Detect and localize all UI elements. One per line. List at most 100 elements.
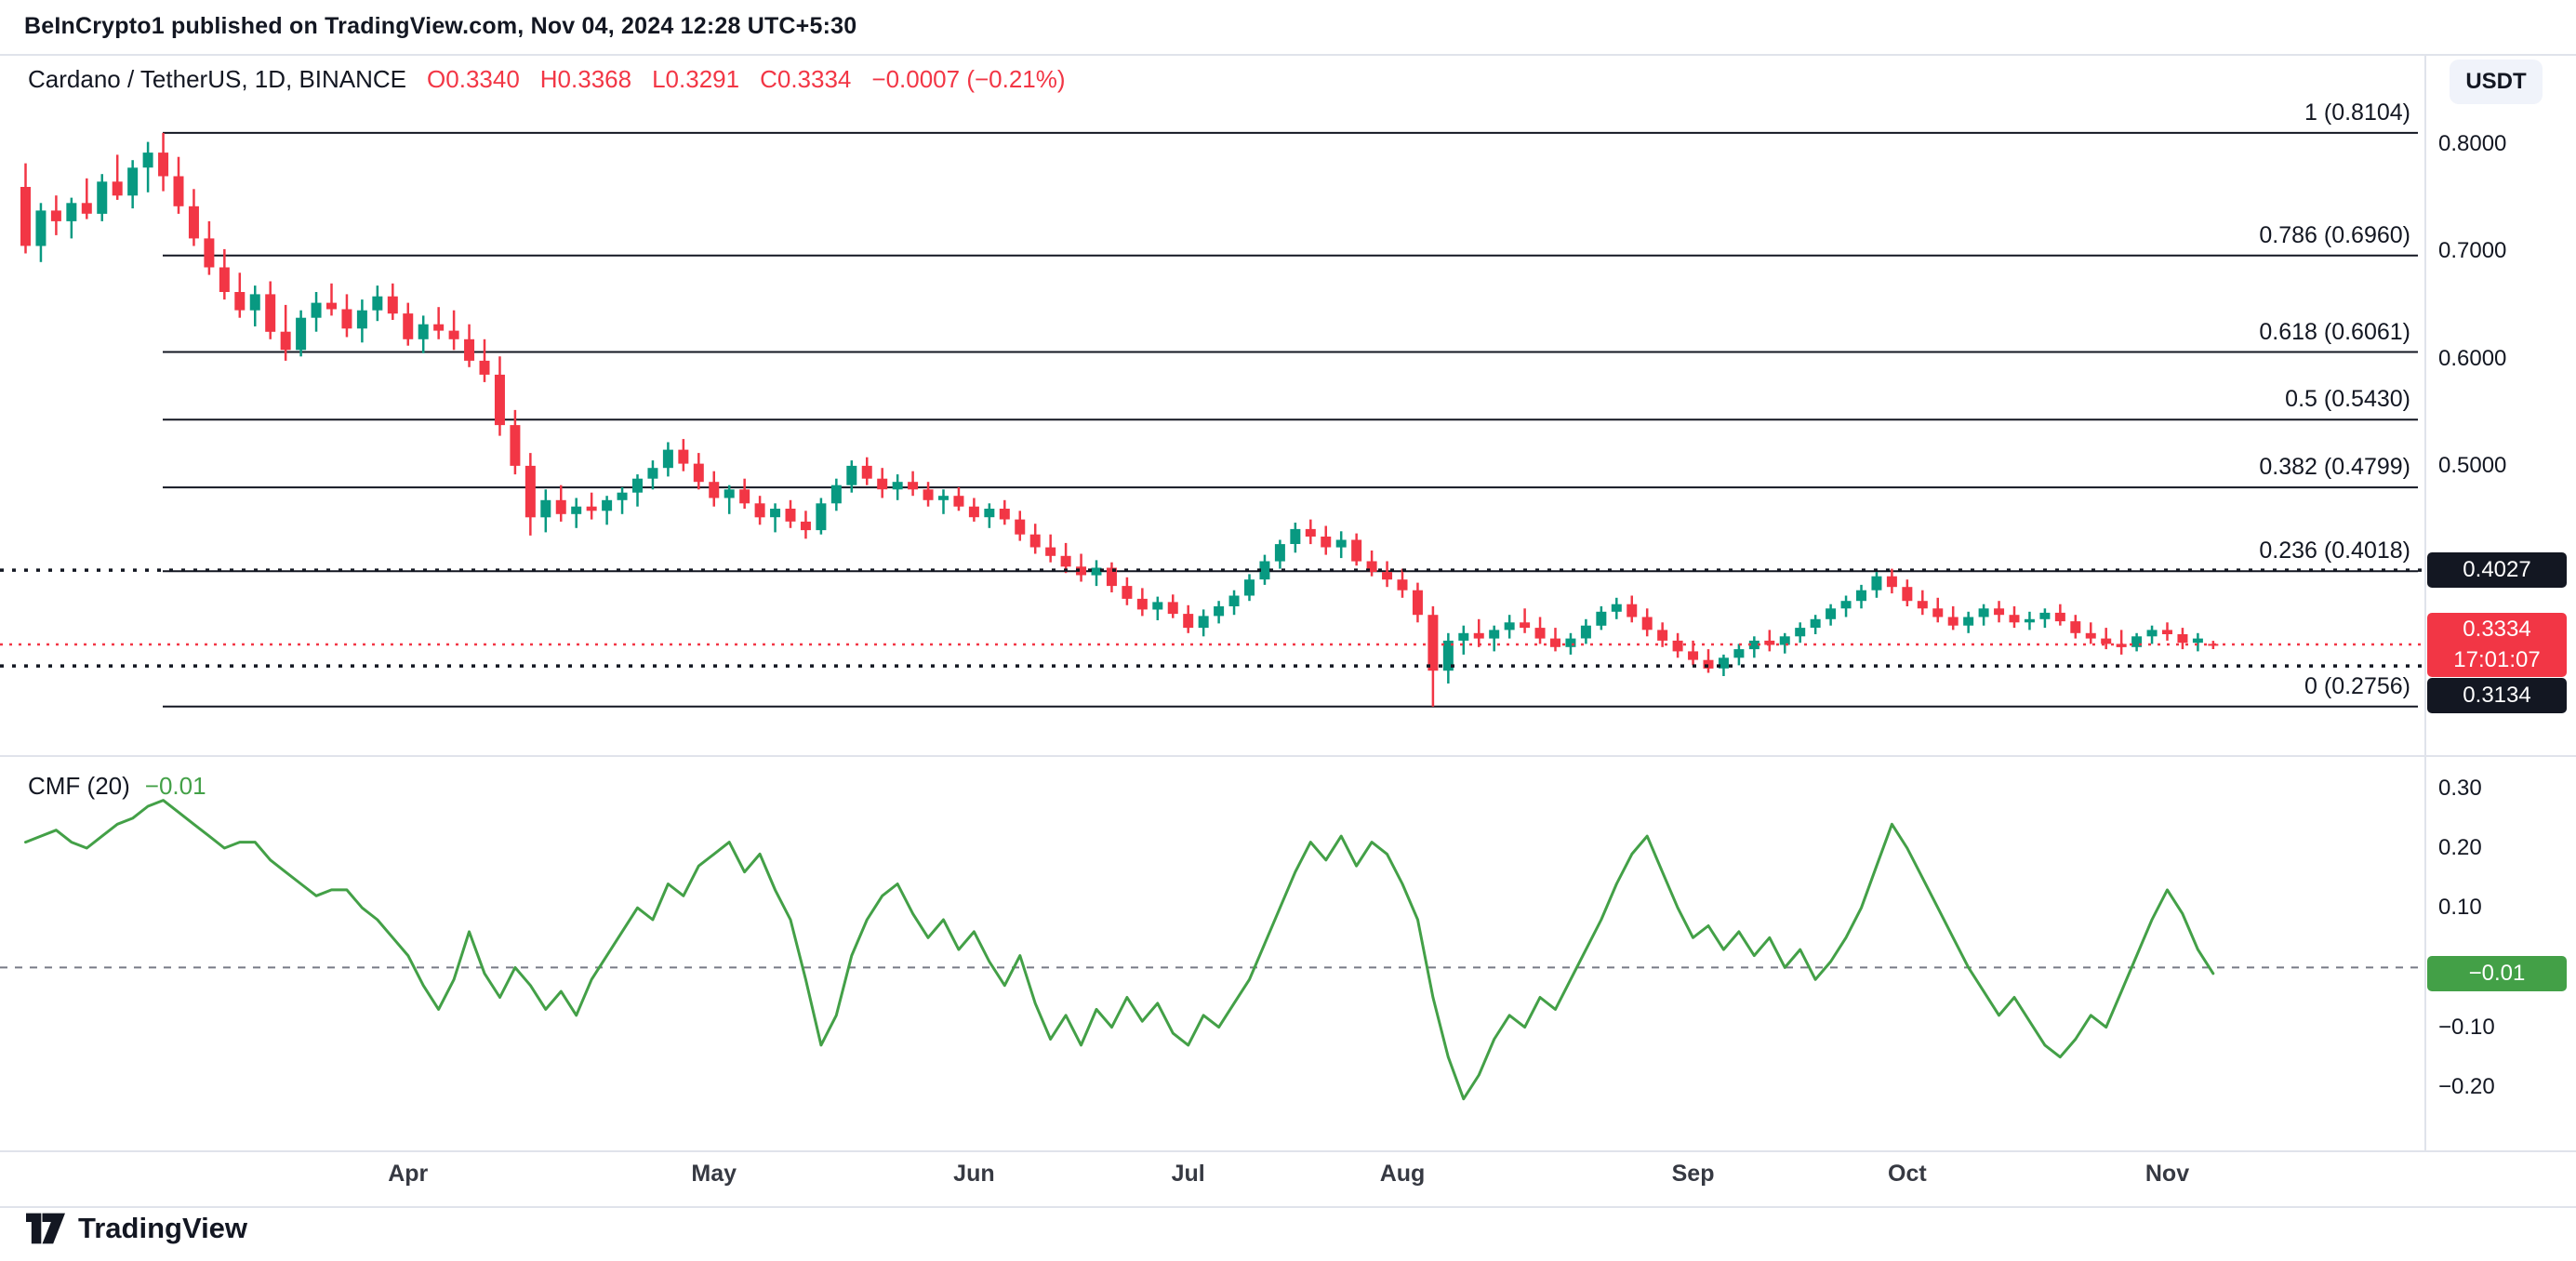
candle	[35, 203, 46, 262]
candle	[1412, 582, 1423, 623]
candle	[2208, 641, 2219, 649]
candle	[785, 499, 796, 528]
time-axis-label-nov: Nov	[2144, 1161, 2190, 1187]
candle	[112, 154, 123, 200]
candle	[1015, 511, 1026, 541]
candle	[1627, 595, 1638, 623]
time-axis-label-oct: Oct	[1888, 1161, 1927, 1187]
candle	[1029, 524, 1041, 554]
currency-unit-button[interactable]: USDT	[2450, 60, 2543, 104]
candle	[617, 487, 628, 514]
ohlc-change: −0.0007 (−0.21%)	[871, 65, 1066, 93]
symbol-legend[interactable]: Cardano / TetherUS, 1D, BINANCE O0.3340 …	[28, 65, 1066, 94]
candle	[1290, 523, 1301, 553]
candle	[418, 315, 429, 353]
ohlc-open: O0.3340	[427, 65, 520, 93]
candle	[356, 299, 367, 343]
candle	[1886, 568, 1897, 594]
candle	[97, 174, 108, 221]
tradingview-logo-icon[interactable]	[26, 1213, 65, 1244]
candle	[204, 220, 215, 275]
candle	[2146, 625, 2158, 644]
candle	[1994, 601, 2005, 623]
time-axis[interactable]	[0, 1150, 2576, 1206]
candle	[1795, 622, 1806, 644]
candle	[602, 496, 613, 525]
fib-level-label: 0.236 (0.4018)	[2259, 538, 2410, 564]
time-axis-label-may: May	[691, 1161, 737, 1187]
candle	[387, 283, 398, 320]
candle	[1136, 588, 1148, 617]
price-level-tag: 0.4027	[2427, 552, 2567, 588]
tradingview-brand[interactable]: TradingView	[78, 1212, 248, 1244]
candle	[1764, 630, 1775, 652]
candle	[265, 281, 276, 339]
candle	[1152, 596, 1163, 620]
candle	[50, 195, 61, 235]
fib-level-label: 0.382 (0.4799)	[2259, 454, 2410, 481]
candle	[662, 442, 673, 477]
candle	[479, 338, 490, 382]
cmf-axis-tick: −0.20	[2438, 1073, 2495, 1099]
main-price-pane[interactable]	[0, 54, 2424, 753]
countdown-timer: 17:01:07	[2453, 647, 2541, 672]
candle	[877, 468, 888, 498]
symbol-name[interactable]: Cardano / TetherUS, 1D, BINANCE	[28, 65, 407, 93]
candle	[234, 272, 246, 318]
cmf-axis-tick: −0.10	[2438, 1014, 2495, 1040]
cmf-current-value: −0.01	[144, 772, 206, 800]
candle	[1106, 562, 1117, 592]
candle	[296, 310, 307, 357]
time-axis-label-jul: Jul	[1171, 1161, 1205, 1187]
price-level-tag: 0.3134	[2427, 678, 2567, 713]
cmf-title[interactable]: CMF (20)	[28, 772, 130, 800]
candle	[2162, 622, 2172, 641]
candle	[693, 453, 704, 490]
candle	[219, 248, 230, 300]
candle	[1565, 632, 1576, 655]
candle	[846, 460, 857, 493]
candle	[1351, 533, 1362, 566]
candle	[81, 178, 92, 219]
candle	[540, 489, 551, 533]
candle	[1596, 606, 1607, 630]
time-axis-label-jun: Jun	[953, 1161, 995, 1187]
candle	[953, 487, 964, 511]
candle	[1733, 644, 1745, 666]
candle	[1183, 604, 1194, 633]
price-axis[interactable]	[2424, 54, 2576, 1150]
candle	[1826, 604, 1837, 626]
pane-divider[interactable]	[0, 755, 2576, 757]
candle	[2085, 622, 2096, 644]
candle	[632, 474, 643, 507]
candle	[984, 503, 995, 528]
candle	[892, 474, 903, 500]
candle	[1335, 531, 1347, 559]
time-axis-label-apr: Apr	[388, 1161, 429, 1187]
ohlc-low: L0.3291	[652, 65, 740, 93]
candle	[372, 285, 383, 322]
time-axis-divider	[0, 1150, 2576, 1152]
candle	[1442, 632, 1454, 684]
candle	[968, 498, 979, 522]
candle	[555, 484, 566, 522]
cmf-pane[interactable]	[0, 758, 2424, 1148]
price-axis-border	[2424, 54, 2426, 1150]
candle	[1703, 649, 1714, 673]
candle	[647, 460, 658, 490]
candle	[1473, 618, 1484, 647]
cmf-indicator-legend[interactable]: CMF (20) −0.01	[28, 772, 206, 801]
candle	[1076, 553, 1087, 582]
candle	[280, 304, 291, 361]
candle	[326, 283, 337, 316]
candle	[1534, 617, 1546, 644]
candle	[1228, 590, 1240, 616]
candle	[510, 409, 521, 475]
candle	[1504, 615, 1515, 639]
candle	[1718, 654, 1729, 676]
candle	[1748, 636, 1759, 658]
candle	[1978, 604, 1989, 626]
candle	[66, 197, 77, 239]
